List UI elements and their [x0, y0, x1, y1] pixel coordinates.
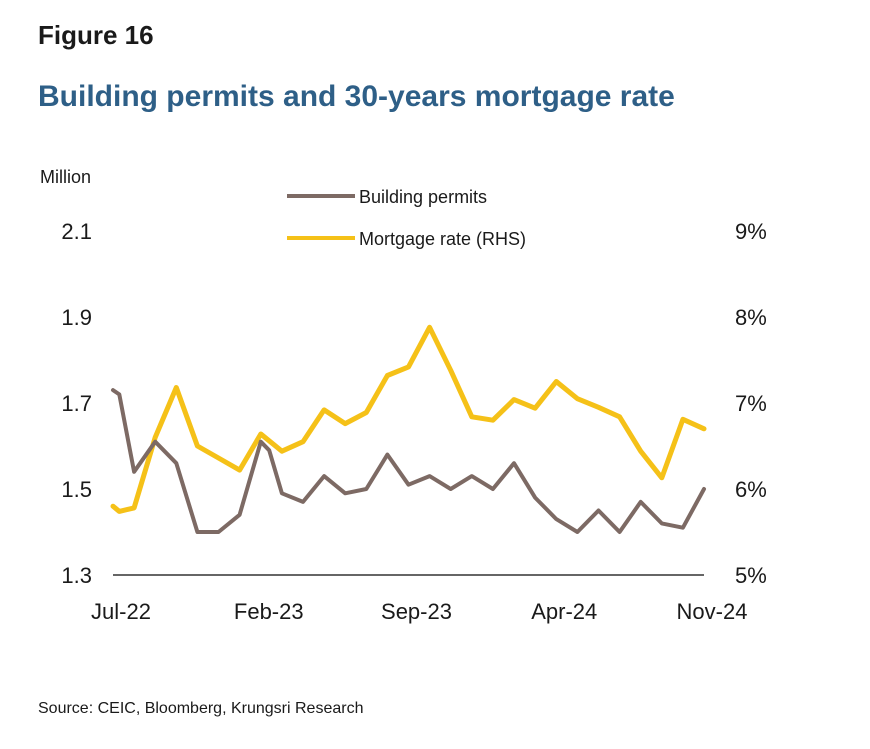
x-axis-tick-label: Apr-24	[531, 599, 597, 624]
series-layer	[110, 324, 707, 534]
left-axis-tick-label: 1.9	[61, 305, 92, 330]
legend: Building permits Mortgage rate (RHS)	[287, 187, 526, 249]
legend-label-permits: Building permits	[359, 187, 487, 207]
right-axis-tick-label: 5%	[735, 563, 767, 588]
right-axis-tick-label: 9%	[735, 219, 767, 244]
x-axis-tick-label: Feb-23	[234, 599, 304, 624]
left-axis-tick-label: 1.5	[61, 477, 92, 502]
figure-label: Figure 16	[38, 20, 154, 50]
left-axis-unit: Million	[40, 167, 91, 187]
source-note: Source: CEIC, Bloomberg, Krungsri Resear…	[38, 700, 364, 717]
x-axis-tick-label: Sep-23	[381, 599, 452, 624]
building-permits-line	[111, 388, 706, 534]
mortgage-rate-line	[110, 324, 707, 514]
legend-label-mortgage: Mortgage rate (RHS)	[359, 229, 526, 249]
right-axis-tick-label: 8%	[735, 305, 767, 330]
x-axis-ticks: Jul-22 Feb-23 Sep-23 Apr-24 Nov-24	[91, 599, 747, 624]
left-axis-tick-label: 2.1	[61, 219, 92, 244]
left-axis-tick-label: 1.7	[61, 391, 92, 416]
x-axis-tick-label: Nov-24	[677, 599, 748, 624]
x-axis-tick-label: Jul-22	[91, 599, 151, 624]
right-axis-ticks: 5% 6% 7% 8% 9%	[735, 219, 767, 588]
right-axis-tick-label: 7%	[735, 391, 767, 416]
left-axis-tick-label: 1.3	[61, 563, 92, 588]
figure-title: Building permits and 30-years mortgage r…	[38, 80, 675, 113]
right-axis-tick-label: 6%	[735, 477, 767, 502]
left-axis-ticks: 1.3 1.5 1.7 1.9 2.1	[61, 219, 92, 588]
